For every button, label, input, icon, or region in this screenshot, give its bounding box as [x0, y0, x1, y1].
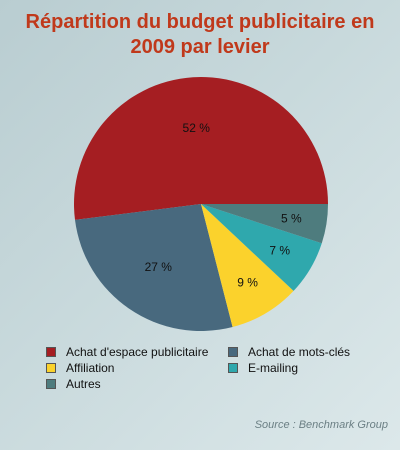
pie-slice: [73, 77, 328, 220]
legend-label: Achat d'espace publicitaire: [66, 344, 209, 359]
legend: Achat d'espace publicitaire Achat de mot…: [46, 344, 386, 391]
legend-label: Achat de mots-clés: [248, 344, 351, 359]
legend-item-autres: Autres: [46, 376, 228, 391]
legend-item-affiliation: Affiliation: [46, 360, 228, 375]
pie-slice: [75, 204, 233, 331]
legend-label: Autres: [66, 376, 101, 391]
slice-value-label: 52 %: [183, 121, 211, 135]
legend-item-achat-espace: Achat d'espace publicitaire: [46, 344, 228, 359]
slice-value-label: 27 %: [145, 260, 173, 274]
legend-swatch: [228, 362, 238, 373]
legend-swatch: [46, 378, 56, 389]
chart-title: Répartition du budget publicitaire en 20…: [0, 10, 400, 60]
legend-item-mots-cles: Achat de mots-clés: [228, 344, 378, 359]
pie-slice: [201, 204, 322, 291]
slice-value-label: 9 %: [237, 276, 258, 290]
chart-title-line-2: 2009 par levier: [130, 36, 270, 58]
pie-slice: [201, 204, 294, 328]
chart-title-line-1: Répartition du budget publicitaire en: [25, 11, 375, 33]
slice-value-label: 5 %: [281, 211, 302, 225]
legend-swatch: [46, 362, 56, 373]
legend-label: Affiliation: [66, 360, 115, 375]
legend-swatch: [228, 346, 238, 357]
slice-value-label: 7 %: [269, 244, 290, 258]
legend-swatch: [46, 346, 56, 357]
legend-label: E-mailing: [248, 360, 299, 375]
legend-item-e-mailing: E-mailing: [228, 360, 378, 375]
source-note: Source : Benchmark Group: [254, 419, 388, 431]
pie-slice: [201, 204, 328, 244]
